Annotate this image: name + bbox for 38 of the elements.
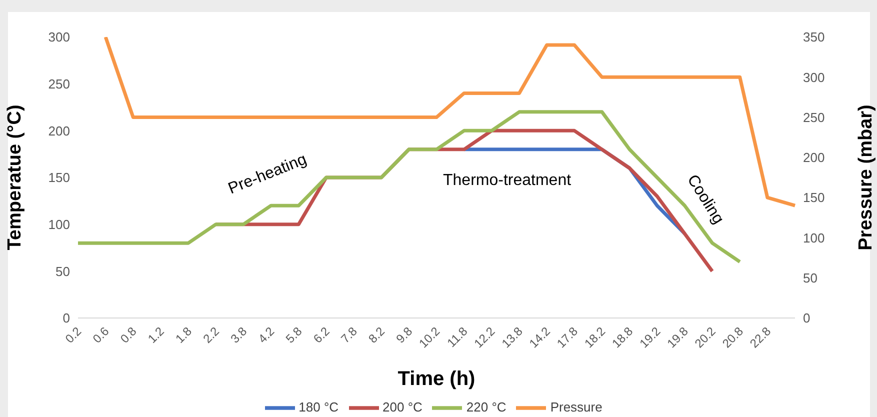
x-tick-label: 8.2 xyxy=(366,324,388,346)
x-tick-label: 1.2 xyxy=(145,324,168,346)
y2-tick-label: 0 xyxy=(803,310,810,326)
x-tick-label: 7.8 xyxy=(338,324,360,346)
y-tick-label: 200 xyxy=(48,123,70,138)
y-tick-label: 50 xyxy=(56,264,70,279)
x-tick-label: 0.2 xyxy=(62,324,84,346)
y2-tick-label: 50 xyxy=(803,270,818,286)
x-tick-label: 2.2 xyxy=(200,324,222,346)
x-tick-label: 9.8 xyxy=(393,324,416,346)
x-tick-label: 3.8 xyxy=(228,324,250,346)
x-tick-label: 0.8 xyxy=(118,324,140,346)
y2-tick-label: 200 xyxy=(803,150,825,166)
y2-axis-title: Pressure (mbar) xyxy=(856,104,877,250)
x-tick-label: 1.8 xyxy=(172,324,195,346)
x-axis-title: Time (h) xyxy=(398,368,476,390)
y2-tick-label: 350 xyxy=(803,30,825,45)
y-tick-label: 300 xyxy=(48,30,70,45)
legend-label: 220 °C xyxy=(466,399,506,414)
x-tick-label: 5.8 xyxy=(283,324,305,346)
x-tick-label: 4.2 xyxy=(255,324,278,346)
x-tick-label: 6.2 xyxy=(310,324,333,346)
annotation: Thermo-treatment xyxy=(443,172,572,190)
x-tick-label: 11.8 xyxy=(444,324,470,350)
line-series xyxy=(76,110,742,264)
y-axis-title: Temperatue (°C) xyxy=(4,104,26,250)
y-tick-label: 0 xyxy=(62,310,70,326)
y2-tick-label: 100 xyxy=(803,230,825,246)
legend-label: Pressure xyxy=(550,399,602,414)
x-tick-label: 0.6 xyxy=(90,324,112,346)
y-tick-label: 250 xyxy=(48,76,70,92)
legend-label: 200 °C xyxy=(382,399,422,414)
y-tick-label: 150 xyxy=(48,170,70,186)
y2-tick-label: 250 xyxy=(803,110,825,125)
y2-tick-label: 150 xyxy=(803,190,825,206)
legend-label: 180 °C xyxy=(298,399,339,414)
y-tick-label: 100 xyxy=(48,216,70,232)
y2-tick-label: 300 xyxy=(803,70,825,85)
